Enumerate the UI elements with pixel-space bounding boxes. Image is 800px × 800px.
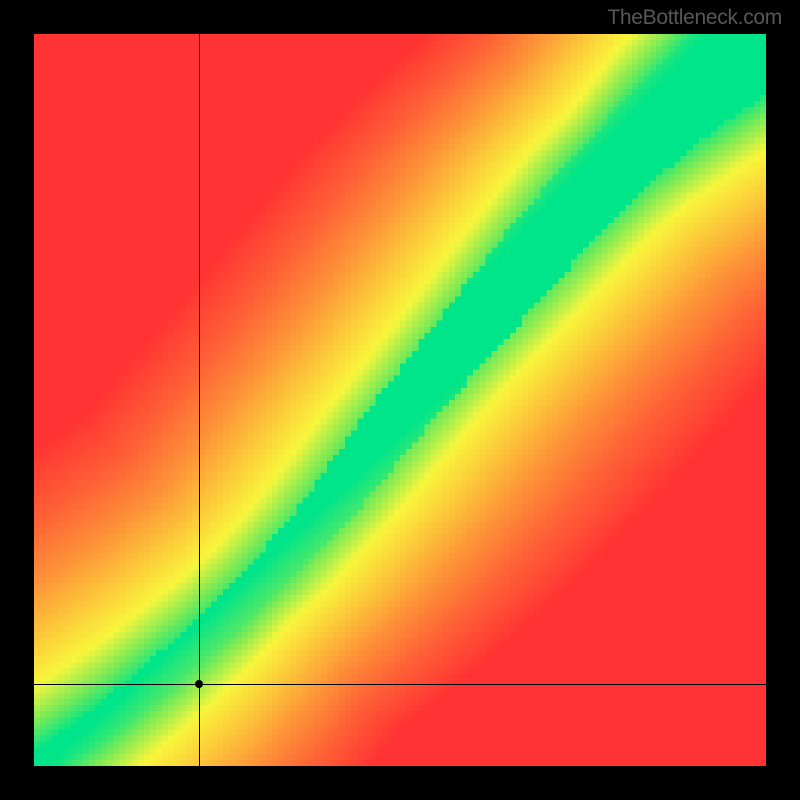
bottleneck-heatmap (34, 34, 766, 766)
crosshair-horizontal (34, 684, 766, 685)
selection-marker (195, 680, 203, 688)
heatmap-canvas (34, 34, 766, 766)
watermark-text: TheBottleneck.com (607, 6, 782, 30)
crosshair-vertical (199, 34, 200, 766)
